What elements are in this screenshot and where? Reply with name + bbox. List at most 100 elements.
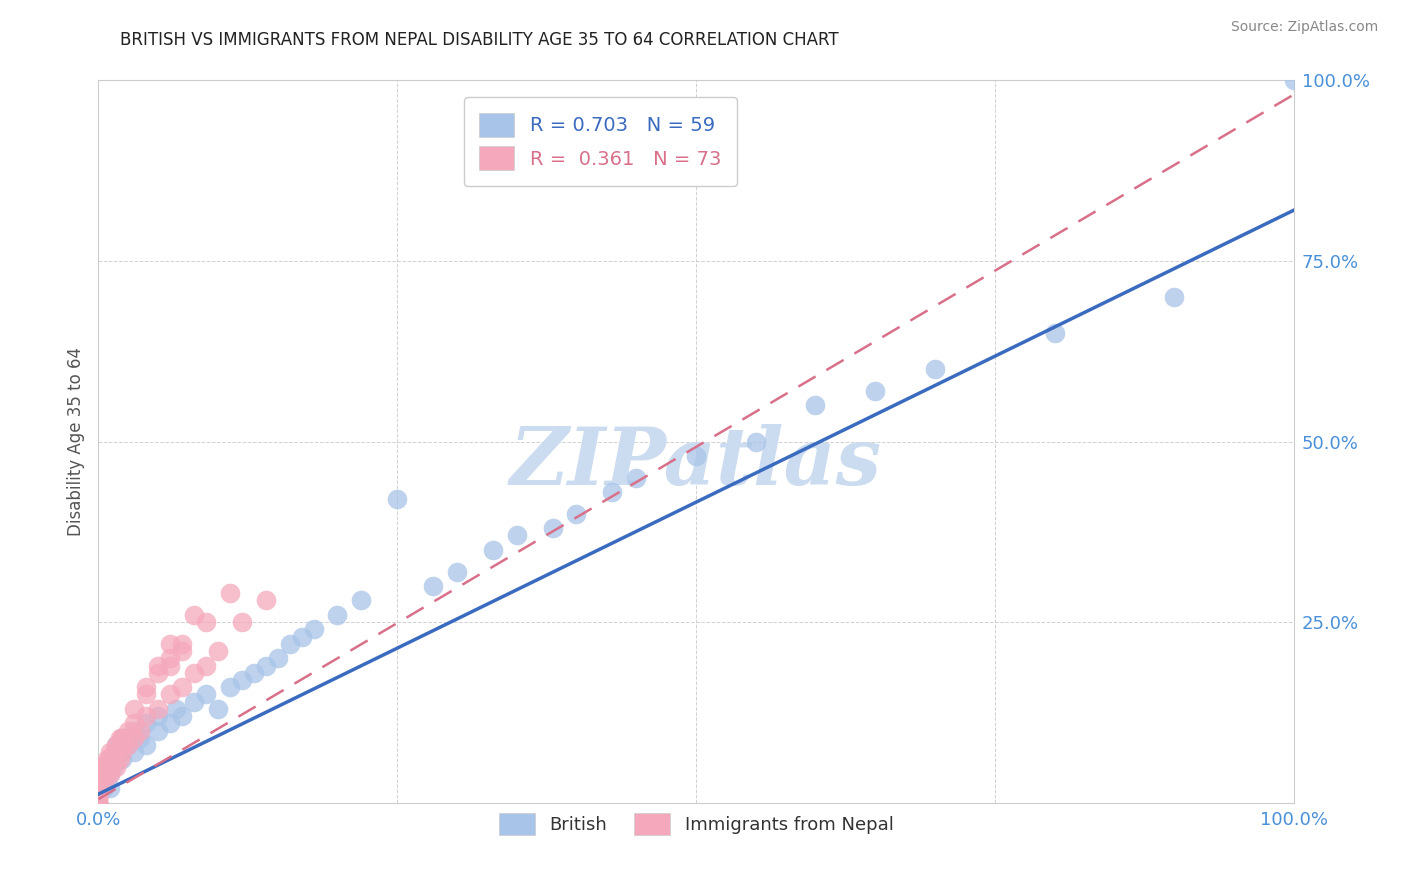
Point xyxy=(87,796,110,810)
Point xyxy=(506,528,529,542)
Point xyxy=(98,767,122,781)
Point xyxy=(350,593,373,607)
Point xyxy=(93,781,115,796)
Point xyxy=(172,637,194,651)
Text: BRITISH VS IMMIGRANTS FROM NEPAL DISABILITY AGE 35 TO 64 CORRELATION CHART: BRITISH VS IMMIGRANTS FROM NEPAL DISABIL… xyxy=(120,31,838,49)
Point xyxy=(108,731,131,745)
Point xyxy=(87,789,110,803)
Point xyxy=(87,760,110,774)
Point xyxy=(565,507,588,521)
Text: ZIPatlas: ZIPatlas xyxy=(510,425,882,502)
Point xyxy=(105,752,128,766)
Point xyxy=(135,709,157,723)
Point xyxy=(101,760,124,774)
Point xyxy=(804,398,827,412)
Point xyxy=(87,774,110,789)
Point xyxy=(183,607,205,622)
Point xyxy=(685,449,707,463)
Point xyxy=(117,723,139,738)
Point xyxy=(87,774,110,789)
Point xyxy=(159,716,181,731)
Point xyxy=(541,521,564,535)
Point xyxy=(87,789,110,803)
Point xyxy=(98,767,122,781)
Point xyxy=(87,796,110,810)
Point xyxy=(87,790,110,805)
Point xyxy=(924,362,946,376)
Point xyxy=(87,792,110,806)
Point xyxy=(231,615,253,630)
Point xyxy=(117,738,139,752)
Y-axis label: Disability Age 35 to 64: Disability Age 35 to 64 xyxy=(66,347,84,536)
Point xyxy=(267,651,290,665)
Point xyxy=(105,745,128,759)
Point xyxy=(108,752,131,766)
Point xyxy=(422,579,444,593)
Point xyxy=(148,658,170,673)
Point xyxy=(87,774,110,789)
Point xyxy=(87,781,110,796)
Point xyxy=(865,384,887,398)
Point xyxy=(165,702,187,716)
Point xyxy=(159,637,181,651)
Point xyxy=(135,680,157,694)
Point xyxy=(124,702,146,716)
Point xyxy=(105,738,128,752)
Point xyxy=(159,687,181,701)
Point xyxy=(602,485,624,500)
Point xyxy=(124,731,146,745)
Point xyxy=(98,760,122,774)
Point xyxy=(108,745,131,759)
Text: Source: ZipAtlas.com: Source: ZipAtlas.com xyxy=(1230,20,1378,34)
Point xyxy=(159,651,181,665)
Point xyxy=(195,615,218,630)
Point xyxy=(129,731,152,745)
Point xyxy=(97,760,120,774)
Point xyxy=(111,745,134,759)
Point xyxy=(96,767,118,781)
Point xyxy=(87,785,110,799)
Point xyxy=(93,774,115,789)
Point xyxy=(172,644,194,658)
Point xyxy=(98,752,122,766)
Point xyxy=(195,687,218,701)
Point xyxy=(291,630,314,644)
Point xyxy=(159,658,181,673)
Legend: British, Immigrants from Nepal: British, Immigrants from Nepal xyxy=(486,801,905,848)
Point xyxy=(326,607,349,622)
Point xyxy=(219,586,242,600)
Point xyxy=(195,658,218,673)
Point xyxy=(96,767,118,781)
Point xyxy=(148,665,170,680)
Point xyxy=(87,778,110,792)
Point xyxy=(135,716,157,731)
Point xyxy=(87,767,110,781)
Point xyxy=(183,665,205,680)
Point xyxy=(183,695,205,709)
Point xyxy=(135,738,157,752)
Point xyxy=(87,796,110,810)
Point xyxy=(87,764,110,778)
Point xyxy=(302,623,325,637)
Point xyxy=(481,542,505,557)
Point xyxy=(87,767,110,781)
Point xyxy=(87,781,110,796)
Point xyxy=(124,723,146,738)
Point xyxy=(87,796,110,810)
Point xyxy=(98,752,121,766)
Point xyxy=(87,781,110,796)
Point xyxy=(626,470,648,484)
Point xyxy=(87,796,110,810)
Point xyxy=(93,760,115,774)
Point xyxy=(207,702,229,716)
Point xyxy=(207,644,229,658)
Point xyxy=(446,565,468,579)
Point xyxy=(97,760,120,774)
Point xyxy=(111,738,134,752)
Point xyxy=(1043,326,1066,340)
Point xyxy=(148,709,170,723)
Point xyxy=(96,752,118,766)
Point xyxy=(117,738,139,752)
Point xyxy=(124,716,146,731)
Point xyxy=(135,687,157,701)
